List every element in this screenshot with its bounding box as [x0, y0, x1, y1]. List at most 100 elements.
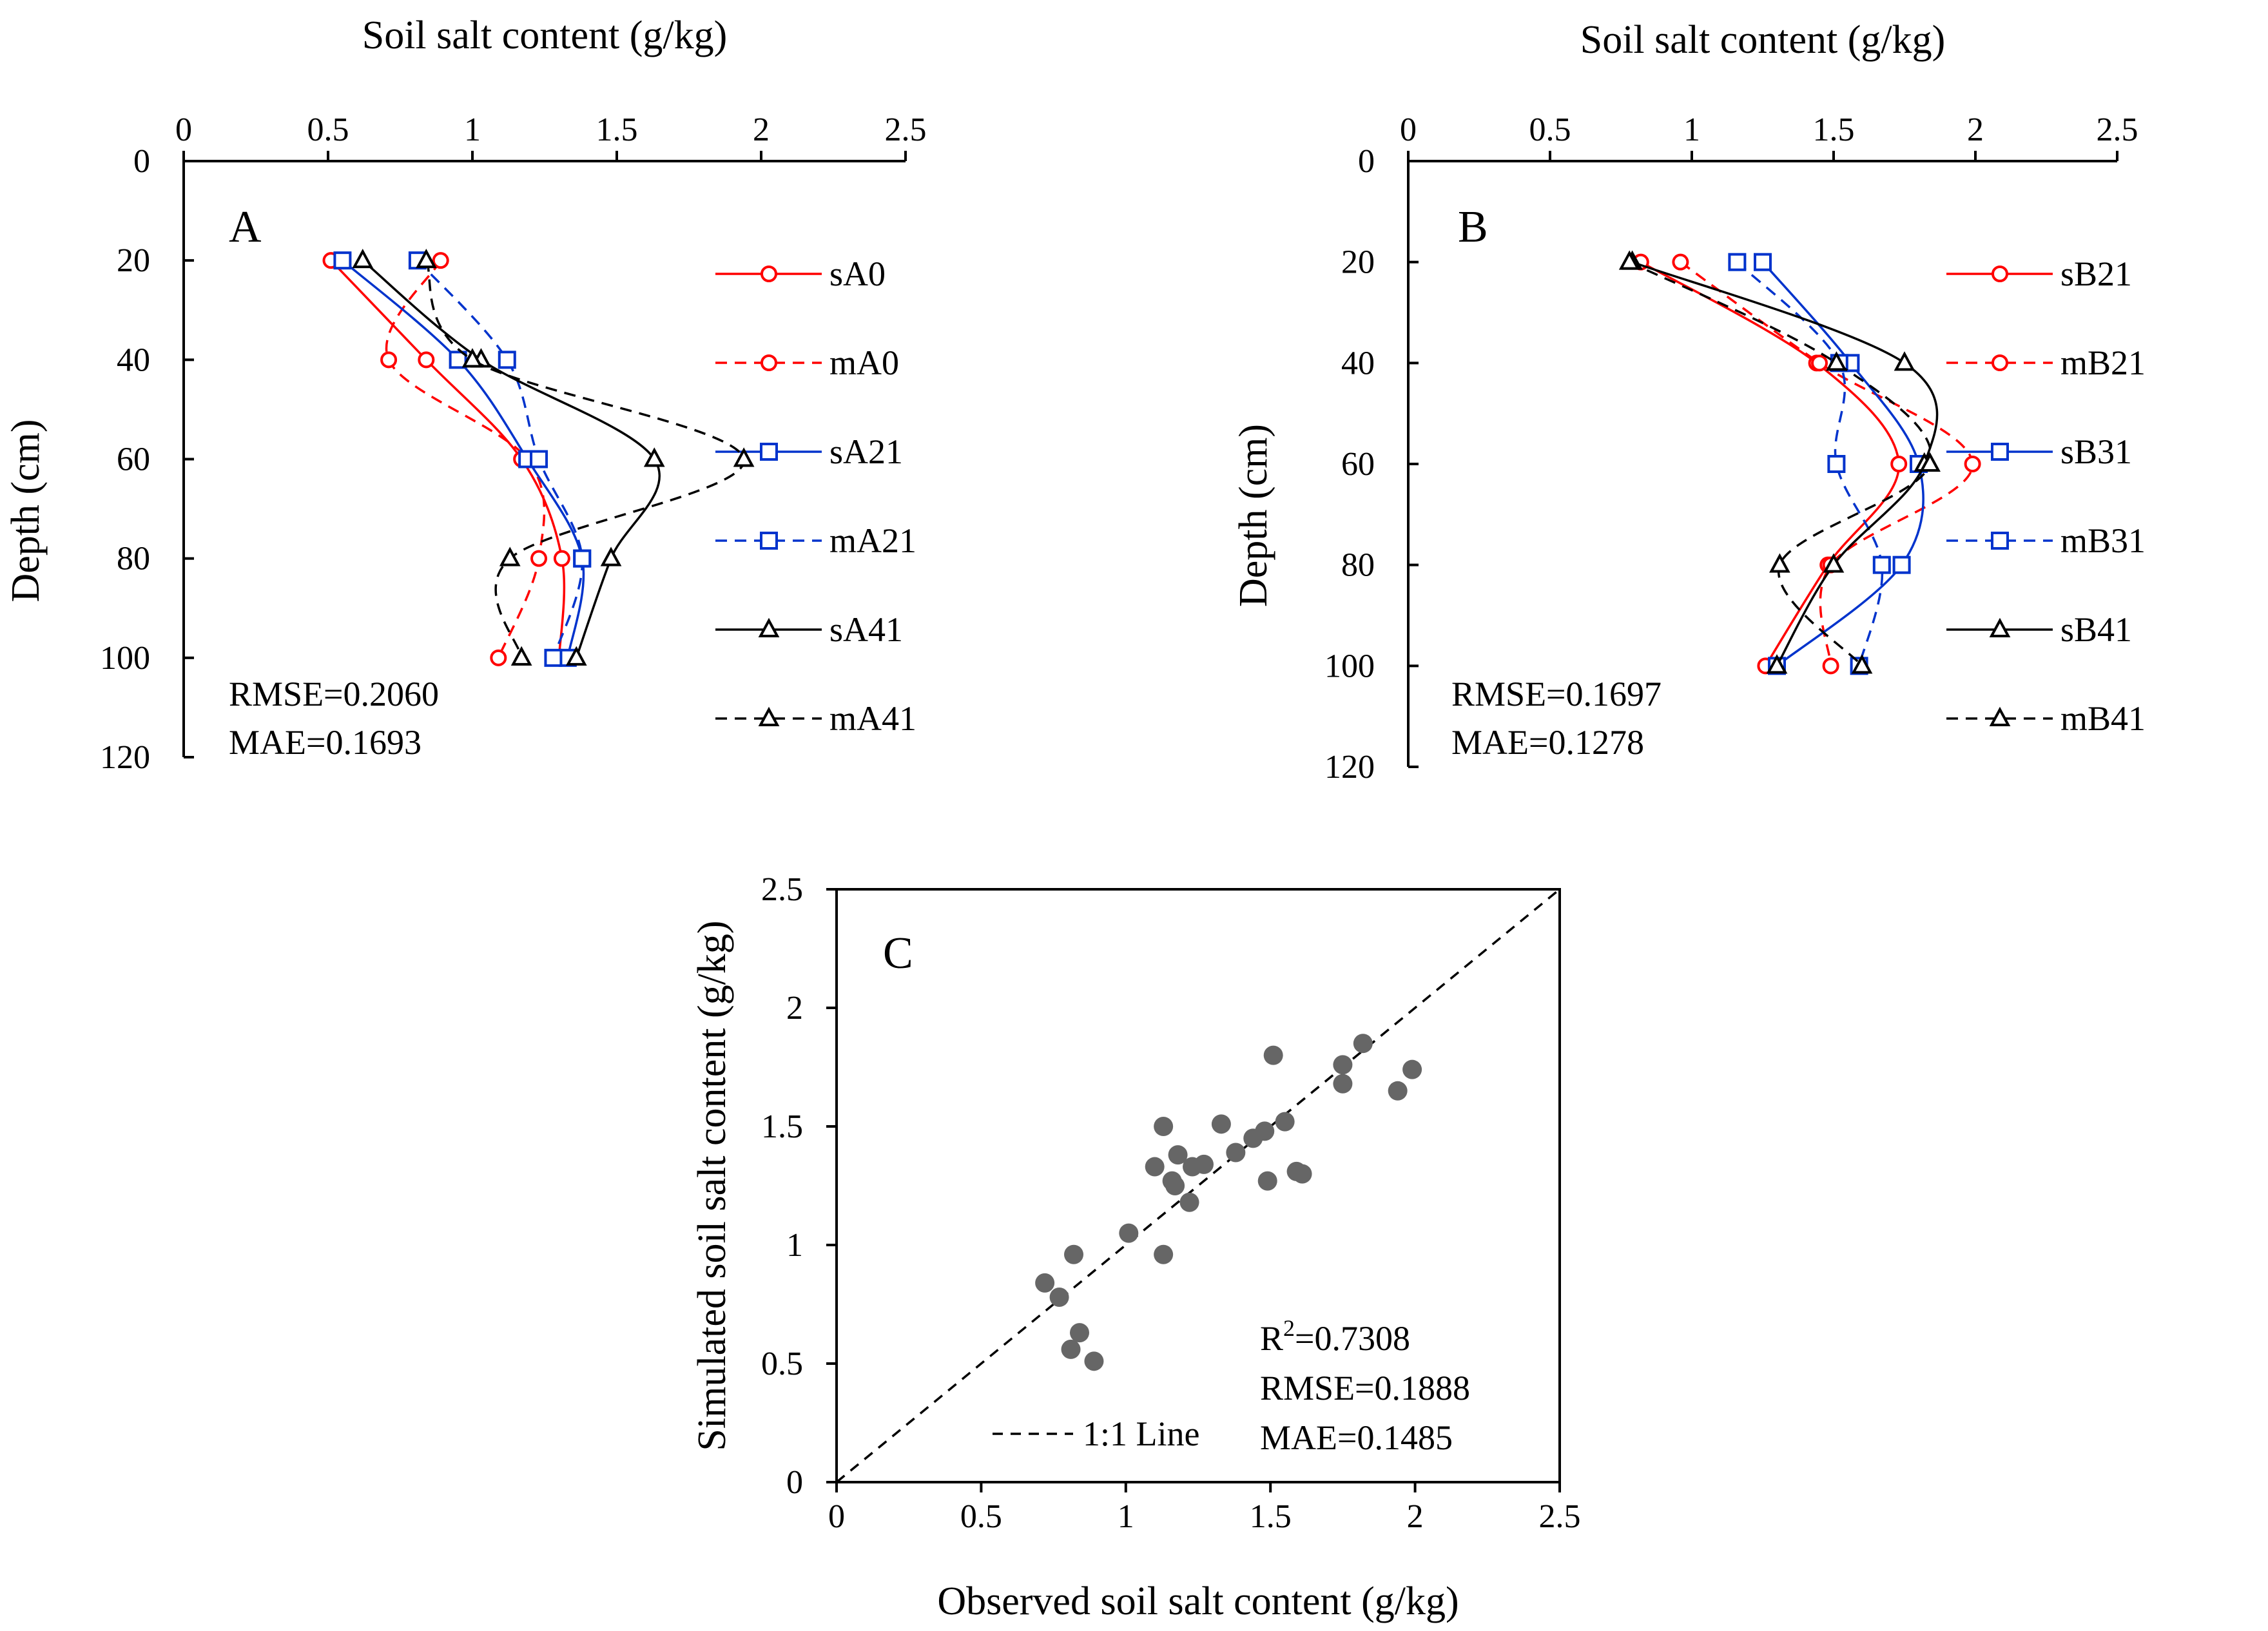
x-tick-label: 2.5	[885, 111, 927, 148]
legend-label: sB41	[2060, 610, 2132, 649]
rmse-label: RMSE=0.2060	[229, 675, 439, 713]
square-marker	[1892, 555, 1911, 574]
circle-marker	[530, 550, 548, 567]
circle-marker	[1811, 354, 1828, 372]
square-marker	[1991, 443, 2009, 461]
x-tick-label: 1	[1683, 111, 1700, 148]
scatter-point	[1154, 1117, 1174, 1136]
scatter-point	[1179, 1192, 1199, 1212]
x-tick-label: 1.5	[596, 111, 638, 148]
triangle-marker	[733, 447, 755, 467]
scatter-point	[1333, 1074, 1353, 1094]
x-tick-label: 2	[1967, 111, 1984, 148]
scatter-point	[1084, 1351, 1104, 1371]
triangle-marker	[461, 348, 483, 368]
scatter-point	[1069, 1323, 1089, 1343]
panel-c-scatter-chart: 0 0.5 1 1.5 2 2.5 0 0.5 1 1.5 2 2.5 Observed soil sa…	[690, 871, 1581, 1623]
scatter-point	[1257, 1171, 1277, 1191]
series-line-mA41	[425, 260, 745, 659]
x-tick-label: 0	[175, 111, 192, 148]
x-tick-label: 1	[1118, 1498, 1134, 1535]
legend-item-sB21: sB21	[1946, 255, 2132, 293]
series-mB21	[1672, 253, 1981, 675]
scatter-point	[1211, 1114, 1231, 1134]
y-tick-label: 20	[117, 242, 150, 279]
series-mB31	[1728, 253, 1891, 675]
panel-b-depth-profile-chart: 0 0.5 1 1.5 2 2.5 0 20 40 60 80 100 120 Soil salt con…	[1232, 18, 2146, 786]
x-tick-label: 1.5	[1250, 1498, 1292, 1535]
series-mB41	[1618, 250, 1941, 674]
y-tick-label: 120	[1324, 749, 1375, 786]
series-sB21	[1632, 253, 1908, 675]
legend-label: mA21	[829, 521, 916, 560]
x-tick-label: 2.5	[1539, 1498, 1581, 1535]
square-marker	[573, 549, 592, 568]
rmse-label: RMSE=0.1697	[1451, 675, 1662, 713]
triangle-marker	[499, 546, 521, 566]
r2-value: =0.7308	[1295, 1319, 1410, 1358]
triangle-marker	[352, 248, 374, 269]
legend-item-mB21: mB21	[1946, 343, 2146, 382]
x-tick-label: 1	[464, 111, 481, 148]
x-tick-label: 0	[1400, 111, 1417, 148]
y-tick-label: 100	[1324, 648, 1375, 684]
series-line-mB41	[1629, 261, 1932, 667]
scatter-point	[1333, 1055, 1353, 1075]
square-marker	[498, 351, 516, 369]
panel-label: C	[883, 929, 913, 978]
circle-marker	[761, 265, 777, 282]
circle-marker	[1992, 265, 2008, 282]
legend-item-sA0: sA0	[715, 255, 886, 293]
triangle-marker	[600, 546, 622, 566]
scatter-point	[1263, 1045, 1283, 1065]
triangle-marker	[758, 617, 780, 637]
legend-label: mA41	[829, 699, 916, 738]
square-marker	[1827, 455, 1846, 473]
triangle-marker	[1769, 553, 1790, 573]
mae-label: MAE=0.1278	[1451, 723, 1644, 762]
y-tick-label: 120	[100, 739, 150, 776]
y-tick-label: 40	[1341, 345, 1375, 381]
y-tick-label: 100	[100, 640, 150, 677]
square-marker	[333, 251, 352, 270]
r2-label: R2=0.7308	[1260, 1315, 1410, 1358]
scatter-point	[1145, 1157, 1165, 1177]
legend-label: sB21	[2060, 255, 2132, 293]
triangle-marker	[1989, 617, 2011, 637]
x-tick-label: 2	[753, 111, 770, 148]
legend-item-mB31: mB31	[1946, 521, 2146, 560]
square-marker	[544, 648, 563, 667]
square-marker	[1872, 555, 1891, 574]
y-tick-label: 1.5	[761, 1108, 803, 1145]
panel-a-depth-profile-chart: 0 0.5 1 1.5 2 2.5 0 20 40 60 80 100 120 Soil salt con…	[4, 14, 927, 776]
legend-label: mB21	[2060, 343, 2146, 382]
x-tick-label: 0.5	[1529, 111, 1571, 148]
circle-marker	[761, 354, 777, 371]
square-marker	[760, 443, 778, 461]
scatter-point	[1275, 1112, 1295, 1132]
x-axis-title: Soil salt content (g/kg)	[362, 14, 728, 57]
series-line-mA21	[416, 259, 584, 659]
legend-label: mB31	[2060, 521, 2146, 560]
scatter-point	[1165, 1176, 1185, 1195]
triangle-marker	[1823, 553, 1845, 573]
scatter-point	[1119, 1223, 1139, 1243]
legend-label: mB41	[2060, 699, 2146, 738]
x-tick-label: 0	[828, 1498, 845, 1535]
triangle-marker	[1851, 654, 1873, 674]
x-tick-label: 2	[1407, 1498, 1424, 1535]
triangle-marker	[510, 646, 532, 666]
x-tick-label: 0.5	[960, 1498, 1002, 1535]
scatter-point	[1292, 1164, 1312, 1184]
circle-marker	[380, 351, 398, 369]
triangle-marker	[1618, 250, 1640, 270]
one-to-one-line	[835, 888, 1561, 1483]
panel-label: A	[229, 202, 262, 252]
triangle-marker	[1894, 351, 1915, 371]
y-tick-label: 0	[786, 1464, 803, 1501]
legend-item-sA21: sA21	[715, 432, 903, 471]
series-line-sA41	[362, 259, 661, 659]
triangle-marker	[1989, 706, 2011, 726]
legend-item-mB41: mB41	[1946, 699, 2146, 738]
plot-frame	[835, 888, 1561, 1483]
